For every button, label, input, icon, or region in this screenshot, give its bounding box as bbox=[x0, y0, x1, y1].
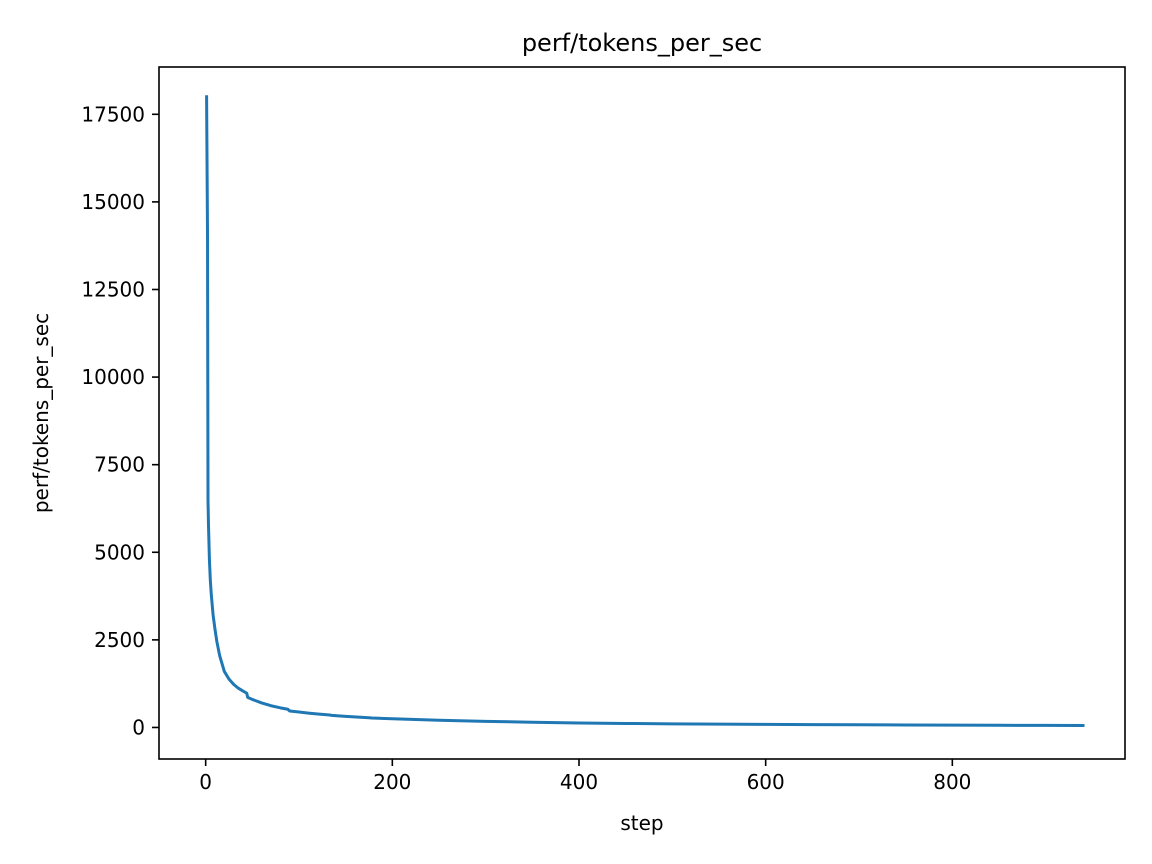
plot-area-frame bbox=[158, 66, 1126, 760]
y-tick-label: 17500 bbox=[81, 102, 145, 126]
y-tick-label: 10000 bbox=[81, 365, 145, 389]
y-axis-title: perf/tokens_per_sec bbox=[29, 313, 53, 513]
series-line bbox=[205, 95, 1085, 728]
y-tick-label: 0 bbox=[132, 715, 145, 739]
y-tick-label: 5000 bbox=[94, 540, 145, 564]
y-tick-label: 12500 bbox=[81, 277, 145, 301]
x-tick-label: 400 bbox=[560, 770, 598, 794]
x-tick-label: 600 bbox=[747, 770, 785, 794]
y-tick-label: 15000 bbox=[81, 190, 145, 214]
x-axis-title: step bbox=[620, 811, 663, 835]
y-tick-label: 7500 bbox=[94, 453, 145, 477]
x-tick-label: 800 bbox=[933, 770, 971, 794]
y-tick-label: 2500 bbox=[94, 628, 145, 652]
x-tick-label: 0 bbox=[199, 770, 212, 794]
chart-title: perf/tokens_per_sec bbox=[522, 29, 762, 57]
x-tick-label: 200 bbox=[373, 770, 411, 794]
